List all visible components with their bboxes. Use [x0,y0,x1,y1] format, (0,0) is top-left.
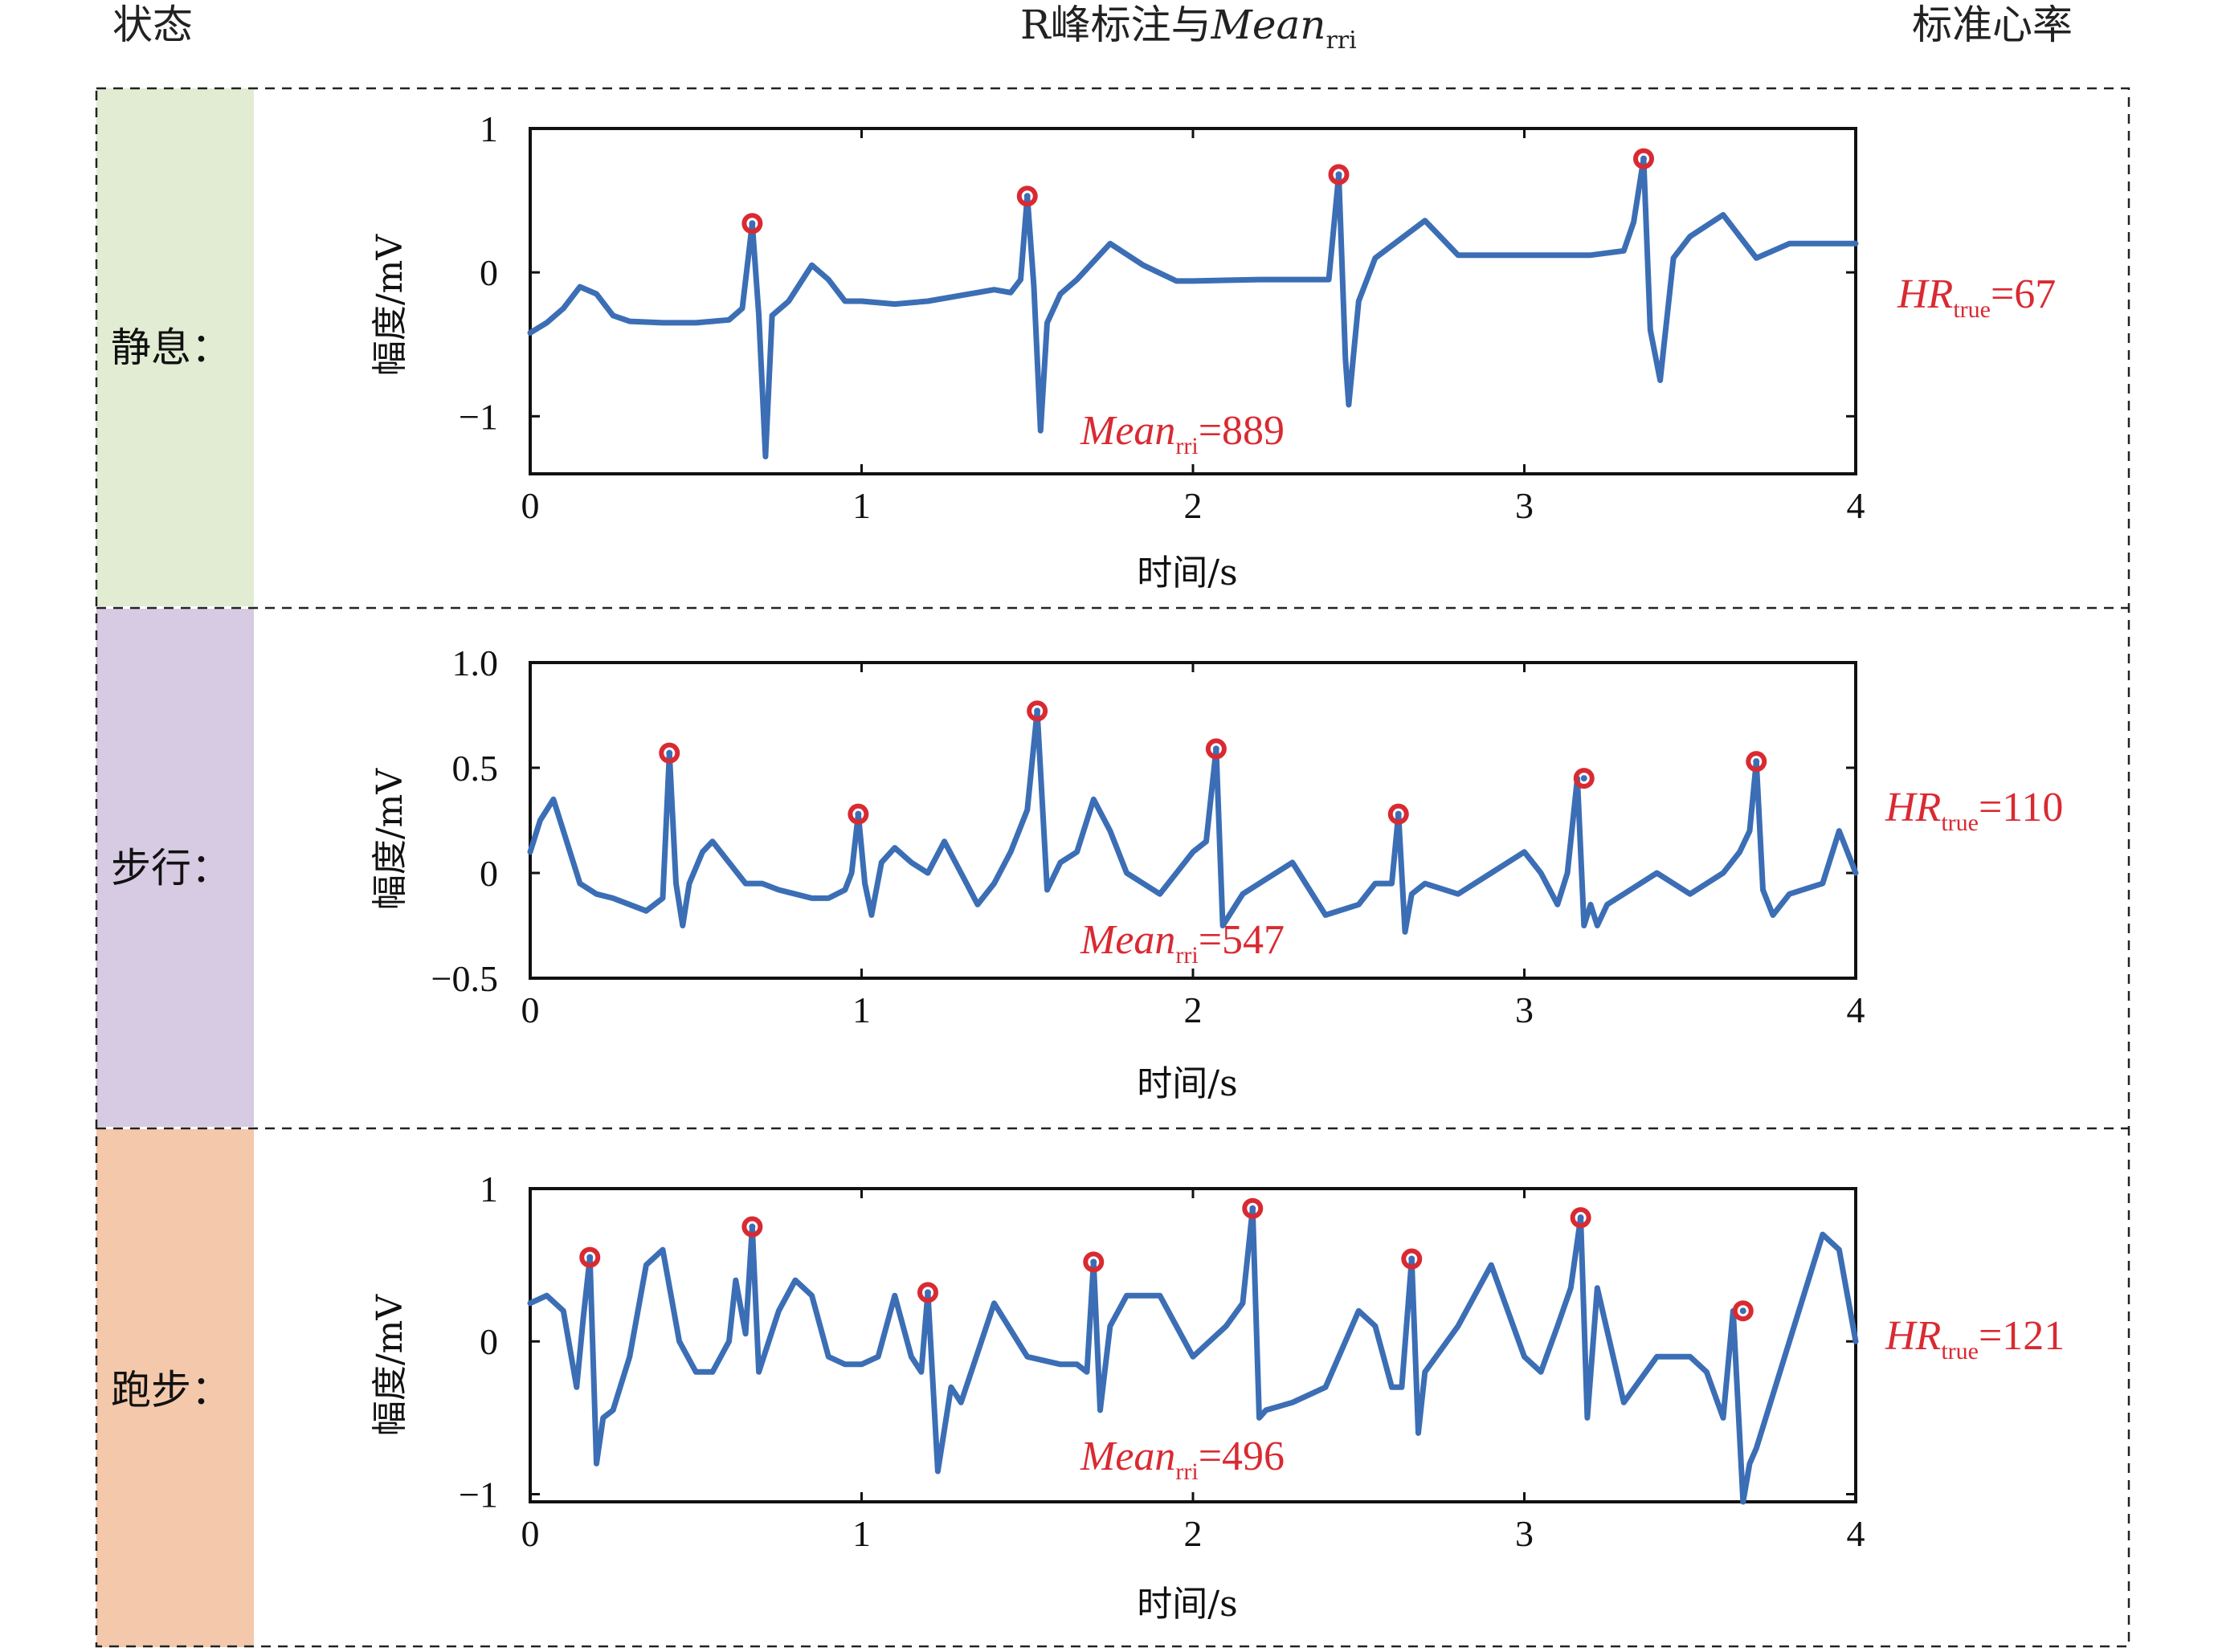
x-tick-label: 2 [1184,1513,1203,1554]
walk-panel: 步行： 0 1 2 3 4 −0.5 0 0.5 1.0 幅度/mV 时间/s Meanrri=… [111,642,2063,1104]
header-state-label: 状态 [112,2,193,48]
ecg-series-line [527,1205,1859,1505]
r-peak-dot [1090,1258,1097,1266]
r-peak-dot [1249,1205,1256,1212]
r-peak-dot [1577,1214,1584,1222]
x-axis-label: 时间/s [1137,553,1237,593]
r-peak-marker [917,1282,938,1303]
r-peak-marker [741,213,763,235]
r-peak-dot [1212,745,1219,753]
x-tick-label: 3 [1515,1513,1534,1554]
x-tick-label: 0 [521,989,540,1030]
x-tick-label: 1 [852,485,871,526]
r-peak-marker [1573,768,1595,789]
r-peak-marker [1401,1248,1423,1270]
x-axis-label: 时间/s [1137,1063,1237,1104]
r-peak-dot [1023,193,1031,200]
r-peak-dot [749,1223,756,1230]
r-peak-dot [925,1289,931,1296]
y-axis-label: 幅度/mV [370,1294,411,1437]
r-peak-marker [1746,751,1767,773]
y-tick-label: 0 [480,853,498,894]
r-peak-dot [1739,1307,1746,1315]
x-tick-label: 3 [1515,485,1534,526]
r-peak-dot [1753,758,1760,765]
hr-true-annotation: HRtrue=110 [1885,785,2063,836]
r-peak-marker [1016,186,1038,207]
r-peak-marker [1570,1207,1591,1229]
walk-state-band [96,609,254,1127]
mean-rri-annotation: Meanrri=889 [1080,408,1285,459]
y-axis-label: 幅度/mV [370,768,411,911]
x-tick-label: 1 [852,1513,871,1554]
x-tick-label: 1 [852,989,871,1030]
ecg-series-line [527,708,1859,935]
state-label: 步行： [111,845,231,891]
x-tick-label: 4 [1847,989,1865,1030]
r-peak-marker [1242,1197,1264,1219]
x-tick-label: 2 [1184,485,1203,526]
ecg-series-line [527,156,1859,459]
y-tick-label: 0 [480,252,498,293]
rest-panel: 静息： 0 1 2 3 4 −1 0 1 幅度/mV 时间/s Meanrri=889 HRt… [111,108,2056,593]
r-peak-dot [1408,1255,1415,1262]
r-peak-dot [666,749,673,757]
r-peak-dot [1640,155,1647,162]
x-tick-label: 2 [1184,989,1203,1030]
x-tick-label: 4 [1847,1513,1865,1554]
header-hr-label: 标准心率 [1912,2,2073,48]
r-peak-marker [1083,1251,1105,1273]
x-tick-label: 0 [521,485,540,526]
hr-true-annotation: HRtrue=121 [1885,1313,2065,1364]
outer-dashed-frame [95,87,2130,1648]
y-tick-label: −1 [459,396,498,437]
r-peak-dot [749,220,756,227]
x-tick-label: 0 [521,1513,540,1554]
axes-box [529,127,1857,475]
y-axis-label: 幅度/mV [370,234,411,377]
mean-rri-annotation: Meanrri=547 [1080,917,1285,969]
y-tick-label: −0.5 [431,958,498,999]
axes-box [529,661,1857,980]
state-label: 跑步： [111,1367,231,1413]
x-tick-label: 3 [1515,989,1534,1030]
r-peak-marker [659,742,680,764]
y-tick-label: 1 [480,1169,498,1209]
r-peak-dot [1580,775,1587,782]
r-peak-marker [1205,738,1227,760]
y-tick-label: 1 [480,108,498,149]
r-peak-marker [741,1216,763,1238]
r-peak-marker [1633,148,1654,169]
r-peak-marker [848,803,869,825]
r-peak-marker [579,1246,601,1268]
r-peak-marker [1387,803,1409,825]
r-peak-dot [1034,708,1041,715]
x-axis-label: 时间/s [1137,1584,1237,1625]
run-panel: 跑步： 0 1 2 3 4 −1 0 1 幅度/mV 时间/s Meanrri=496 HRt… [111,1169,2065,1625]
hr-true-annotation: HRtrue=67 [1897,271,2056,323]
r-peak-marker [1027,700,1048,722]
rest-state-band [96,88,254,606]
x-tick-label: 4 [1847,485,1865,526]
y-tick-label: 1.0 [452,642,499,683]
r-peak-marker [1732,1300,1754,1322]
r-peak-marker [1328,164,1350,186]
y-tick-label: −1 [459,1474,498,1515]
r-peak-dot [855,810,862,818]
header-middle-title: R峰标注与Meanrri [1020,2,1357,55]
mean-rri-annotation: Meanrri=496 [1080,1434,1285,1485]
y-tick-label: 0 [480,1321,498,1362]
run-state-band [96,1129,254,1647]
r-peak-dot [1335,171,1342,178]
r-peak-dot [586,1254,594,1261]
state-label: 静息： [111,324,231,371]
r-peak-dot [1395,810,1402,818]
y-tick-label: 0.5 [452,748,499,789]
